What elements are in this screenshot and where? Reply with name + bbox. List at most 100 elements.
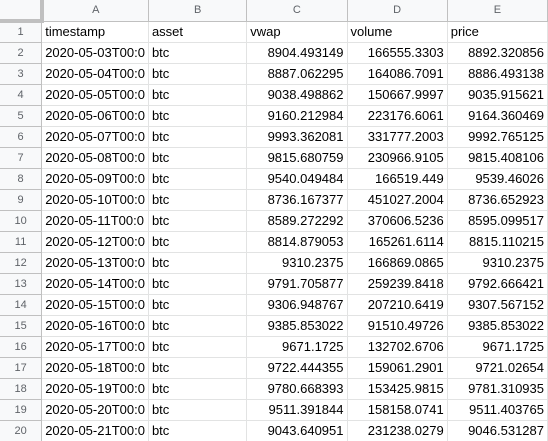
cell-c1[interactable]: vwap (246, 21, 348, 43)
cell-e[interactable]: 9792.666421 (447, 273, 548, 295)
cell-d[interactable]: 231238.0279 (347, 420, 448, 441)
cell-b[interactable]: btc (148, 315, 248, 337)
row-header[interactable]: 6 (0, 126, 43, 148)
cell-a[interactable]: 2020-05-21T00:0 (41, 420, 149, 441)
cell-e[interactable]: 9671.1725 (447, 336, 548, 358)
cell-d[interactable]: 150667.9997 (347, 84, 448, 106)
cell-a[interactable]: 2020-05-09T00:0 (41, 168, 149, 190)
cell-a[interactable]: 2020-05-18T00:0 (41, 357, 149, 379)
cell-c[interactable]: 9511.391844 (246, 399, 348, 421)
cell-d[interactable]: 166869.0865 (347, 252, 448, 274)
cell-a[interactable]: 2020-05-07T00:0 (41, 126, 149, 148)
cell-d[interactable]: 370606.5236 (347, 210, 448, 232)
cell-b[interactable]: btc (148, 210, 248, 232)
column-header-c[interactable]: C (246, 0, 348, 22)
cell-d[interactable]: 331777.2003 (347, 126, 448, 148)
cell-b[interactable]: btc (148, 252, 248, 274)
column-header-e[interactable]: E (447, 0, 548, 22)
column-header-b[interactable]: B (148, 0, 248, 22)
cell-c[interactable]: 9815.680759 (246, 147, 348, 169)
cell-b[interactable]: btc (148, 84, 248, 106)
cell-e[interactable]: 9511.403765 (447, 399, 548, 421)
cell-b[interactable]: btc (148, 189, 248, 211)
cell-a1[interactable]: timestamp (41, 21, 149, 43)
cell-e[interactable]: 9046.531287 (447, 420, 548, 441)
cell-c[interactable]: 9722.444355 (246, 357, 348, 379)
cell-a[interactable]: 2020-05-12T00:0 (41, 231, 149, 253)
cell-a[interactable]: 2020-05-06T00:0 (41, 105, 149, 127)
cell-e[interactable]: 9721.02654 (447, 357, 548, 379)
cell-d[interactable]: 230966.9105 (347, 147, 448, 169)
cell-b[interactable]: btc (148, 273, 248, 295)
cell-c[interactable]: 9385.853022 (246, 315, 348, 337)
cell-c[interactable]: 8589.272292 (246, 210, 348, 232)
cell-b[interactable]: btc (148, 168, 248, 190)
row-header[interactable]: 18 (0, 378, 43, 400)
cell-b[interactable]: btc (148, 294, 248, 316)
row-header[interactable]: 16 (0, 336, 43, 358)
cell-c[interactable]: 8814.879053 (246, 231, 348, 253)
cell-a[interactable]: 2020-05-10T00:0 (41, 189, 149, 211)
cell-d[interactable]: 159061.2901 (347, 357, 448, 379)
cell-a[interactable]: 2020-05-04T00:0 (41, 63, 149, 85)
cell-d[interactable]: 166519.449 (347, 168, 448, 190)
cell-b[interactable]: btc (148, 357, 248, 379)
cell-c[interactable]: 9306.948767 (246, 294, 348, 316)
cell-c[interactable]: 9310.2375 (246, 252, 348, 274)
cell-d[interactable]: 259239.8418 (347, 273, 448, 295)
row-header[interactable]: 7 (0, 147, 43, 169)
cell-d1[interactable]: volume (347, 21, 448, 43)
row-header[interactable]: 19 (0, 399, 43, 421)
cell-c[interactable]: 9791.705877 (246, 273, 348, 295)
cell-b[interactable]: btc (148, 336, 248, 358)
cell-d[interactable]: 165261.6114 (347, 231, 448, 253)
row-header[interactable]: 12 (0, 252, 43, 274)
row-header[interactable]: 1 (0, 21, 43, 43)
cell-a[interactable]: 2020-05-08T00:0 (41, 147, 149, 169)
cell-c[interactable]: 9160.212984 (246, 105, 348, 127)
cell-c[interactable]: 8887.062295 (246, 63, 348, 85)
row-header[interactable]: 9 (0, 189, 43, 211)
cell-e[interactable]: 8892.320856 (447, 42, 548, 64)
cell-e[interactable]: 9307.567152 (447, 294, 548, 316)
cell-b[interactable]: btc (148, 378, 248, 400)
cell-e[interactable]: 9992.765125 (447, 126, 548, 148)
cell-b[interactable]: btc (148, 399, 248, 421)
cell-d[interactable]: 132702.6706 (347, 336, 448, 358)
cell-c[interactable]: 9780.668393 (246, 378, 348, 400)
cell-d[interactable]: 153425.9815 (347, 378, 448, 400)
row-header[interactable]: 3 (0, 63, 43, 85)
column-header-d[interactable]: D (347, 0, 448, 22)
cell-c[interactable]: 9540.049484 (246, 168, 348, 190)
select-all-corner[interactable] (0, 0, 44, 23)
row-header[interactable]: 17 (0, 357, 43, 379)
cell-b[interactable]: btc (148, 147, 248, 169)
cell-a[interactable]: 2020-05-17T00:0 (41, 336, 149, 358)
cell-a[interactable]: 2020-05-15T00:0 (41, 294, 149, 316)
cell-c[interactable]: 9993.362081 (246, 126, 348, 148)
cell-a[interactable]: 2020-05-20T00:0 (41, 399, 149, 421)
row-header[interactable]: 11 (0, 231, 43, 253)
cell-d[interactable]: 451027.2004 (347, 189, 448, 211)
cell-b[interactable]: btc (148, 42, 248, 64)
cell-c[interactable]: 8904.493149 (246, 42, 348, 64)
cell-d[interactable]: 166555.3303 (347, 42, 448, 64)
cell-e[interactable]: 8886.493138 (447, 63, 548, 85)
cell-b[interactable]: btc (148, 420, 248, 441)
column-header-a[interactable]: A (41, 0, 149, 22)
cell-d[interactable]: 223176.6061 (347, 105, 448, 127)
cell-a[interactable]: 2020-05-19T00:0 (41, 378, 149, 400)
row-header[interactable]: 8 (0, 168, 43, 190)
cell-d[interactable]: 207210.6419 (347, 294, 448, 316)
cell-b[interactable]: btc (148, 105, 248, 127)
row-header[interactable]: 15 (0, 315, 43, 337)
cell-e[interactable]: 9310.2375 (447, 252, 548, 274)
cell-d[interactable]: 164086.7091 (347, 63, 448, 85)
cell-e[interactable]: 8815.110215 (447, 231, 548, 253)
row-header[interactable]: 5 (0, 105, 43, 127)
cell-c[interactable]: 9038.498862 (246, 84, 348, 106)
cell-b[interactable]: btc (148, 126, 248, 148)
cell-e[interactable]: 9815.408106 (447, 147, 548, 169)
cell-c[interactable]: 8736.167377 (246, 189, 348, 211)
cell-a[interactable]: 2020-05-05T00:0 (41, 84, 149, 106)
